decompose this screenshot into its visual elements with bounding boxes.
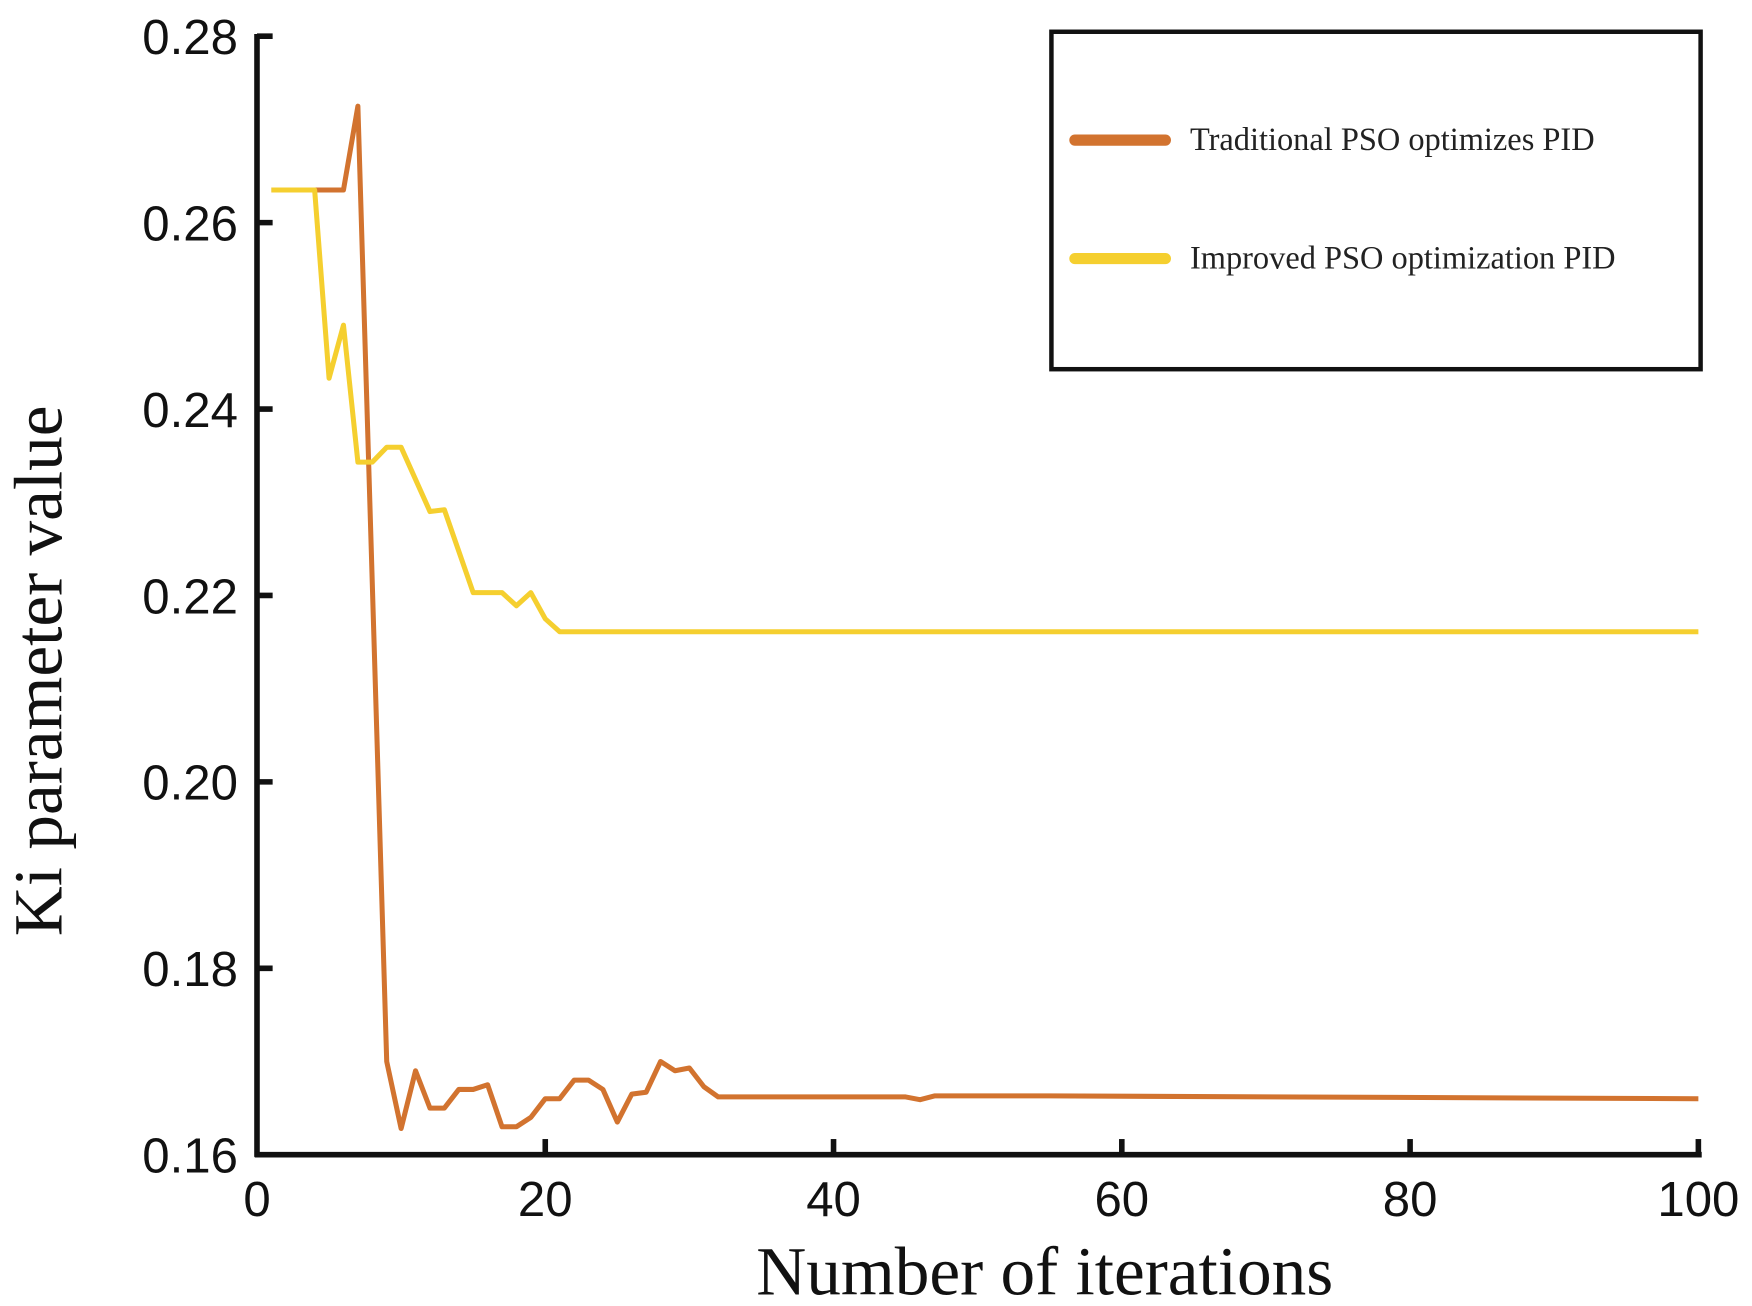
series-lines xyxy=(271,103,1699,1132)
x-axis-title: Number of iterations xyxy=(756,1232,1333,1306)
x-tick-label: 0 xyxy=(243,1172,270,1227)
x-tick-label: 40 xyxy=(806,1172,861,1227)
x-tick-label: 60 xyxy=(1094,1172,1149,1227)
x-tick-label: 20 xyxy=(518,1172,573,1227)
series-line-1 xyxy=(271,187,1699,635)
legend-label-traditional: Traditional PSO optimizes PID xyxy=(1190,122,1595,158)
legend-label-improved: Improved PSO optimization PID xyxy=(1190,241,1616,277)
y-tick-label: 0.24 xyxy=(142,383,238,438)
series-line-0 xyxy=(271,103,1699,1132)
y-tick-label: 0.20 xyxy=(142,756,238,811)
x-tick-label: 100 xyxy=(1657,1172,1739,1227)
y-tick-label: 0.22 xyxy=(142,569,238,624)
legend-box xyxy=(1049,29,1703,372)
y-tick-label: 0.16 xyxy=(142,1129,238,1184)
ticks: 0 20 40 60 80 100 0.16 0.18 0.20 0.22 0.24 0.26 0.28 xyxy=(142,10,1739,1227)
y-tick-label: 0.26 xyxy=(142,197,238,252)
y-tick-label: 0.28 xyxy=(142,10,238,65)
y-axis-title: Ki parameter value xyxy=(0,405,76,936)
legend: Traditional PSO optimizes PID Improved P… xyxy=(1049,29,1703,372)
x-tick-label: 80 xyxy=(1383,1172,1438,1227)
y-tick-label: 0.18 xyxy=(142,942,238,997)
